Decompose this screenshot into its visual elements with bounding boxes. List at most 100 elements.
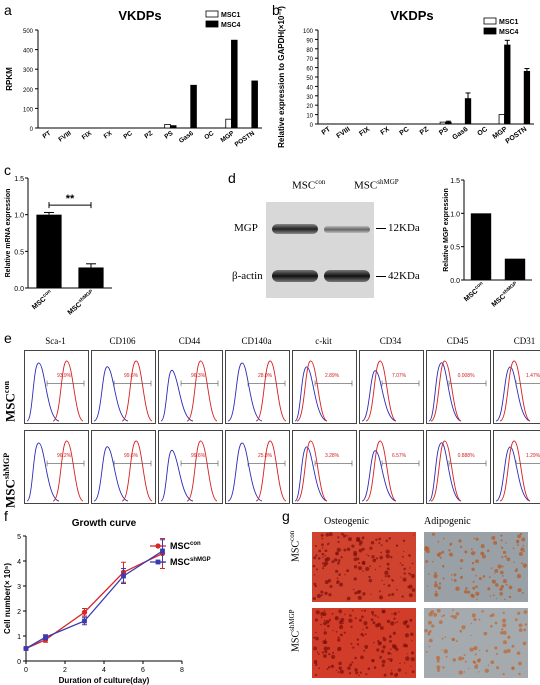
y-tick-label: 1.5 — [450, 178, 460, 185]
stain-dot — [521, 562, 523, 565]
data-point — [23, 646, 29, 651]
stain-dot — [321, 537, 324, 540]
control-histogram-curve — [361, 370, 397, 422]
stain-dot — [382, 645, 386, 649]
stain-dot — [358, 542, 362, 546]
stain-dot — [328, 618, 332, 622]
stain-dot — [399, 662, 401, 664]
flow-histogram: 96.2% — [24, 430, 89, 504]
stain-dot — [448, 552, 454, 557]
stained-histogram-curve — [430, 440, 462, 502]
stained-histogram-curve — [255, 440, 287, 502]
stain-dot — [461, 625, 466, 630]
stain-dot — [365, 673, 368, 676]
stain-dot — [391, 644, 396, 649]
stain-dot — [501, 618, 507, 623]
stain-dot — [428, 645, 431, 648]
stain-dot — [408, 554, 411, 557]
staining-panel: Osteogenic Adipogenic MSCcon MSCshMGP — [288, 510, 540, 685]
stain-dot — [313, 556, 317, 560]
y-axis-label: RPKM — [5, 67, 14, 91]
stain-image — [312, 532, 416, 602]
stained-histogram-curve — [499, 360, 531, 422]
control-histogram-curve — [495, 366, 531, 422]
y-tick-label: 0.0 — [14, 286, 24, 293]
stain-dot — [388, 537, 391, 540]
stain-dot — [470, 551, 476, 556]
stain-dot — [482, 554, 486, 559]
stained-histogram-curve — [186, 360, 218, 422]
stain-dot — [501, 628, 504, 631]
stain-dot — [460, 567, 462, 570]
flow-percentage: 1.29% — [526, 453, 540, 459]
stain-dot — [353, 577, 357, 581]
stain-dot — [441, 550, 445, 554]
y-tick-label: 2 — [17, 609, 21, 616]
stain-dot — [369, 546, 373, 550]
category-label: Gas6 — [178, 130, 195, 145]
y-tick-label: 50 — [306, 76, 313, 82]
stain-dot — [380, 551, 383, 554]
bar-msc1 — [164, 124, 171, 129]
stain-dot — [427, 632, 431, 636]
stain-dot — [374, 614, 377, 617]
legend-marker — [155, 559, 161, 565]
stain-dot — [353, 552, 358, 557]
stain-dot — [405, 644, 409, 648]
stain-dot — [493, 540, 498, 545]
legend-label-msc4: MSC4 — [221, 22, 241, 29]
stain-dot — [476, 598, 478, 600]
stain-dot — [464, 660, 467, 663]
stain-dot — [346, 569, 350, 573]
panel-label-f: f — [4, 508, 8, 524]
stain-dot — [507, 635, 511, 639]
stain-dot — [450, 615, 454, 618]
stain-dot — [315, 568, 318, 571]
category-label: PZ — [143, 130, 154, 141]
category-label: MSCcon — [462, 281, 487, 304]
panel-label-d: d — [228, 170, 236, 186]
stain-dot — [411, 588, 416, 592]
stain-dot — [354, 668, 358, 672]
control-histogram-curve — [93, 446, 129, 502]
stain-dot — [489, 595, 492, 597]
stain-dot — [438, 551, 442, 556]
bar-msc4 — [504, 44, 511, 125]
control-histogram-curve — [26, 442, 60, 502]
control-histogram-curve — [93, 366, 129, 422]
stain-dot — [316, 651, 319, 653]
bar-msc1 — [439, 121, 447, 125]
stain-dot — [350, 625, 353, 629]
stain-dot — [371, 610, 375, 614]
flow-percentage: 7.07% — [392, 373, 407, 379]
stain-col-osteogenic: Osteogenic — [324, 516, 369, 527]
stain-dot — [499, 592, 503, 596]
western-band-mgp-con — [272, 224, 318, 234]
y-tick-label: 0 — [17, 659, 21, 666]
stain-dot — [519, 533, 523, 536]
flow-histogram: 28.0% — [225, 350, 290, 424]
stain-dot — [411, 670, 415, 674]
stain-dot — [323, 654, 327, 658]
stain-dot — [315, 663, 318, 666]
stain-dot — [452, 609, 454, 611]
stain-dot — [335, 552, 339, 556]
stained-histogram-curve — [430, 360, 462, 422]
stain-dot — [523, 550, 526, 553]
stain-dot — [463, 654, 466, 656]
stain-dot — [478, 671, 480, 673]
stain-dot — [337, 636, 340, 639]
stain-dot — [338, 666, 343, 670]
stain-dot — [520, 547, 525, 552]
stain-dot — [393, 617, 396, 620]
stain-dot — [344, 613, 346, 616]
stain-dot — [458, 656, 463, 661]
stain-dot — [463, 589, 468, 594]
stain-dot — [390, 556, 393, 559]
stain-dot — [502, 630, 507, 635]
stain-dot — [517, 544, 519, 546]
stain-dot — [371, 613, 374, 616]
stain-dot — [493, 572, 496, 574]
stain-dot — [402, 577, 407, 582]
